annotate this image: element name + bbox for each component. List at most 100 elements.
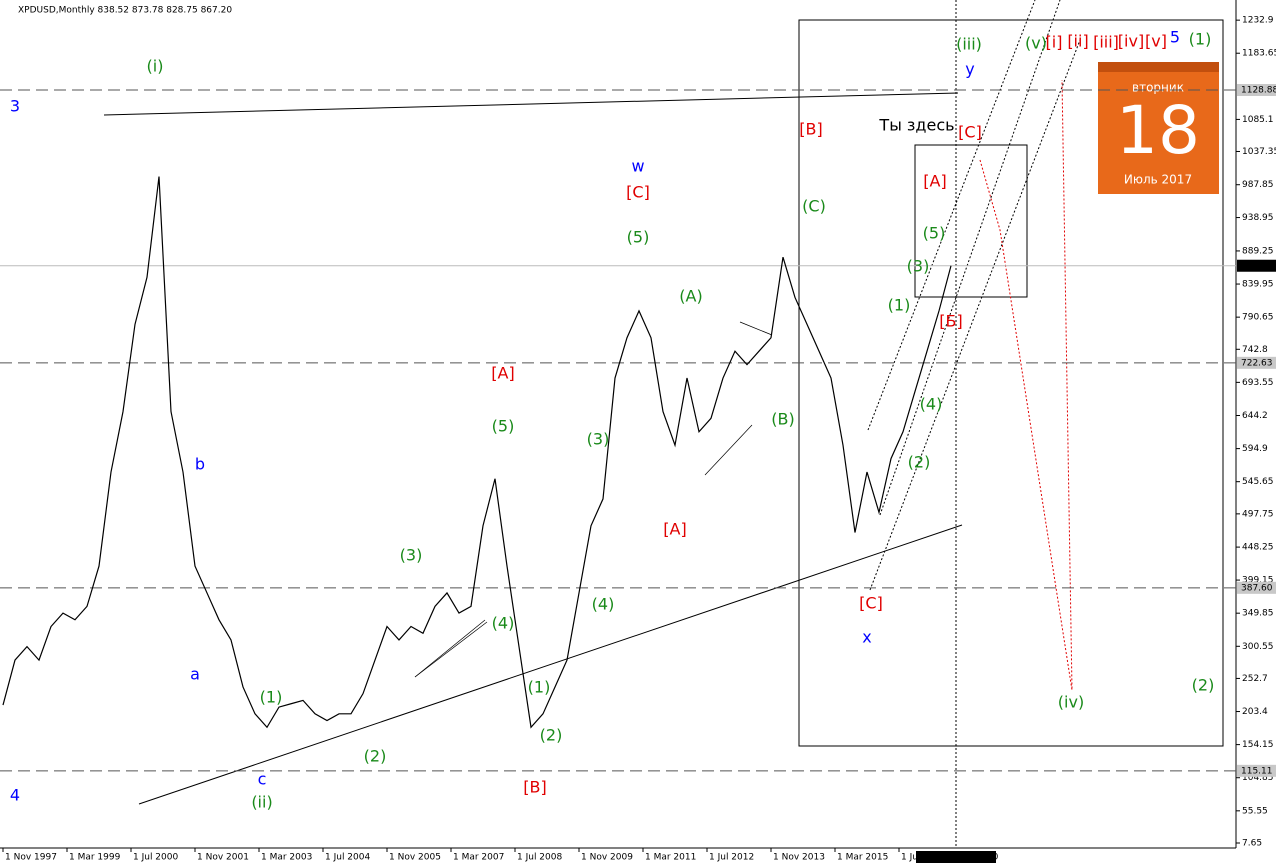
calendar-weekday: вторник xyxy=(1132,81,1184,95)
wave-label: [iv] xyxy=(1118,32,1144,51)
date-label: 1 Jul xyxy=(901,853,920,863)
wedge-line xyxy=(704,424,753,476)
wave-label: Ты здесь xyxy=(878,116,954,135)
wave-label: [C] xyxy=(626,183,650,202)
cursor-label-bg xyxy=(916,851,996,863)
trend-line xyxy=(414,619,486,678)
wave-label: (2) xyxy=(364,747,387,766)
wave-label: 5 xyxy=(1170,28,1180,47)
wave-label: (5) xyxy=(923,224,946,243)
wave-label: (2) xyxy=(908,453,931,472)
price-label: 987.85 xyxy=(1242,180,1274,190)
trend-line xyxy=(138,524,963,805)
price-label: 545.65 xyxy=(1242,477,1274,487)
price-label: 349.85 xyxy=(1242,609,1274,619)
wave-label: b xyxy=(195,455,205,474)
price-label: 203.4 xyxy=(1242,707,1268,717)
price-label: 154.15 xyxy=(1242,740,1274,750)
wave-label: [C] xyxy=(859,594,883,613)
date-label: 1 Mar 2003 xyxy=(261,853,312,863)
wave-label: (4) xyxy=(592,595,615,614)
wave-label: [v] xyxy=(1145,32,1167,51)
price-label: 448.25 xyxy=(1242,543,1274,553)
wave-label: [Б] xyxy=(939,312,962,331)
price-label: 889.25 xyxy=(1242,246,1274,256)
level-label-bg xyxy=(1237,764,1276,777)
date-label: 1 Nov 2005 xyxy=(389,853,441,863)
wave-label: (4) xyxy=(492,614,515,633)
header: XPDUSD,Monthly 838.52 873.78 828.75 867.… xyxy=(18,6,232,16)
price-label: 839.95 xyxy=(1242,280,1274,290)
price-label: 644.2 xyxy=(1242,411,1268,421)
level-label-bg xyxy=(1237,581,1276,594)
level-label-bg xyxy=(1237,84,1276,97)
wave-label: [ii] xyxy=(1067,32,1088,51)
wave-label: w xyxy=(631,157,644,176)
price-label: 693.55 xyxy=(1242,378,1274,388)
wave-label: (i) xyxy=(147,57,164,76)
trend-line xyxy=(103,92,959,116)
date-label: 1 Jul 2004 xyxy=(325,853,370,863)
level-label: 387.60 xyxy=(1241,583,1273,593)
wave-label: [C] xyxy=(958,123,982,142)
price-label: 399.15 xyxy=(1242,576,1274,586)
wave-label: (2) xyxy=(540,726,563,745)
wave-label: (iv) xyxy=(1058,693,1084,712)
date-label: 1 Mar 2015 xyxy=(837,853,888,863)
calendar-month: Июль 2017 xyxy=(1124,173,1192,187)
price-label: 1037.35 xyxy=(1242,147,1276,157)
wave-label: [B] xyxy=(799,120,822,139)
price-label: 7.65 xyxy=(1242,838,1262,848)
calendar-bg xyxy=(1098,62,1219,194)
wedge-line xyxy=(414,621,488,678)
wave-label: 3 xyxy=(10,97,20,116)
wave-label: (B) xyxy=(771,410,794,429)
wave-label: a xyxy=(190,665,200,684)
wave-label: (v) xyxy=(1025,34,1047,53)
price-label: 742.8 xyxy=(1242,345,1268,355)
calendar-day: 18 xyxy=(1116,92,1200,169)
wave-label: (4) xyxy=(920,395,943,414)
level-label: 867.20 xyxy=(1241,261,1273,271)
wave-label: (3) xyxy=(400,546,423,565)
wave-label: c xyxy=(258,770,267,789)
price-label: 300.55 xyxy=(1242,642,1274,652)
level-label: 1128.88 xyxy=(1241,86,1276,96)
wave-label: [A] xyxy=(491,364,514,383)
price-label: 104.85 xyxy=(1242,773,1274,783)
wave-label: (1) xyxy=(888,296,911,315)
wave-label: (A) xyxy=(679,287,702,306)
wave-label: (3) xyxy=(907,257,930,276)
level-label: 115.11 xyxy=(1241,766,1273,776)
date-label: 1 Nov 2001 xyxy=(197,853,249,863)
channel-line xyxy=(867,0,1036,431)
zoom-box xyxy=(798,19,1224,747)
date-label: 1 Nov 2013 xyxy=(773,853,825,863)
wave-label: (5) xyxy=(627,228,650,247)
price-label: 252.7 xyxy=(1242,674,1268,684)
wave-label: x xyxy=(862,628,871,647)
wave-label: [i] xyxy=(1046,33,1063,52)
level-label: 722.63 xyxy=(1241,358,1273,368)
price-label: 790.65 xyxy=(1242,313,1274,323)
price-label: 594.9 xyxy=(1242,444,1268,454)
level-label-bg xyxy=(1237,356,1276,369)
date-label: 1 Mar 2007 xyxy=(453,853,504,863)
wave-label: (5) xyxy=(492,417,515,436)
price-label: 55.55 xyxy=(1242,806,1268,816)
date-label: 1 Mar 2011 xyxy=(645,853,696,863)
date-label: 1 Nov 2009 xyxy=(581,853,633,863)
wave-label: (iii) xyxy=(956,35,982,54)
calendar-rings xyxy=(1098,62,1219,72)
wave-label: [A] xyxy=(663,520,686,539)
wave-label: (1) xyxy=(260,688,283,707)
calendar-widget: вторник 18 Июль 2017 xyxy=(1098,62,1219,194)
price-label: 938.95 xyxy=(1242,213,1274,223)
date-label: 1 Nov 1997 xyxy=(5,853,57,863)
price-line xyxy=(2,176,952,729)
zoom-box-small xyxy=(914,144,1028,298)
wave-label: [A] xyxy=(923,172,946,191)
wave-label: 4 xyxy=(10,786,20,805)
